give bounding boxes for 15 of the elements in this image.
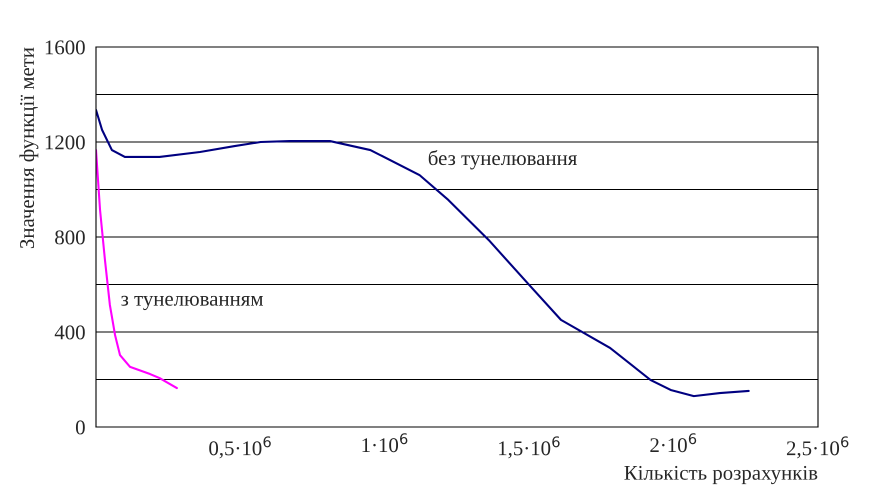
x-tick-label: 2·10$^{6}$ xyxy=(650,433,696,452)
series-label: без тунелювання xyxy=(428,150,577,170)
x-tick-label: 2,5·10$^{6}$ xyxy=(786,436,848,458)
y-axis-title: Значення функції мети xyxy=(19,47,38,248)
series-label: з тунелюванням xyxy=(121,296,264,310)
line-series xyxy=(96,108,750,398)
x-tick-label: 0,5·10$^{6}$ xyxy=(209,436,271,458)
y-tick-label: 1200 xyxy=(46,135,85,150)
y-tick-label: 800 xyxy=(55,230,85,244)
x-axis-title: Кількість розрахунків xyxy=(624,466,818,484)
y-tick-label: 400 xyxy=(54,325,85,340)
x-tick-label: 1·10$^{6}$ xyxy=(362,433,408,452)
y-tick-label: 1600 xyxy=(46,40,85,54)
y-tick-label: 0 xyxy=(76,420,85,434)
x-tick-label: 1,5·10$^{6}$ xyxy=(499,436,560,458)
